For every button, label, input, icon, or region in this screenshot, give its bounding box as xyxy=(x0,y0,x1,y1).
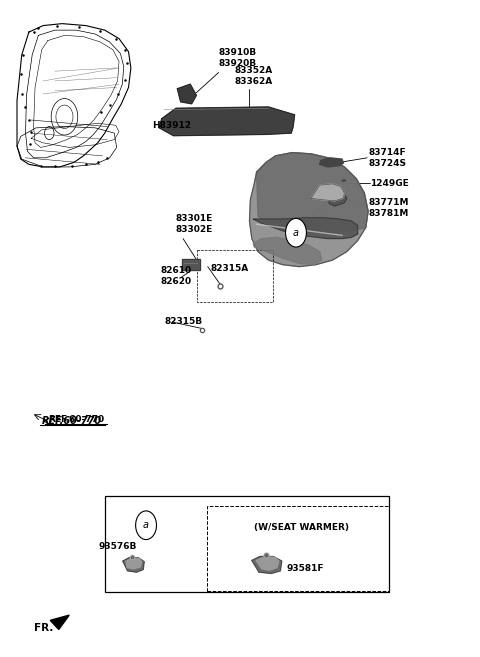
Bar xyxy=(207,507,388,591)
Polygon shape xyxy=(253,237,322,265)
Polygon shape xyxy=(250,152,368,267)
Text: 82315A: 82315A xyxy=(211,264,249,273)
Text: REF.60-770: REF.60-770 xyxy=(48,415,104,424)
Polygon shape xyxy=(320,158,343,167)
Polygon shape xyxy=(252,556,282,574)
Circle shape xyxy=(286,218,306,247)
Text: a: a xyxy=(143,520,149,530)
Text: a: a xyxy=(293,228,299,238)
Text: 82315B: 82315B xyxy=(164,317,202,327)
Polygon shape xyxy=(253,217,358,238)
Text: 93576B: 93576B xyxy=(99,542,137,551)
Text: 83910B
83920B: 83910B 83920B xyxy=(219,48,257,68)
Bar xyxy=(105,496,389,593)
Polygon shape xyxy=(50,615,69,629)
Polygon shape xyxy=(311,184,344,201)
Polygon shape xyxy=(329,195,347,206)
Text: 93581F: 93581F xyxy=(287,564,324,573)
Text: 83301E
83302E: 83301E 83302E xyxy=(176,214,213,234)
Text: FR.: FR. xyxy=(34,623,53,633)
Polygon shape xyxy=(123,558,144,572)
Text: (W/SEAT WARMER): (W/SEAT WARMER) xyxy=(254,523,349,532)
Text: 83714F
83724S: 83714F 83724S xyxy=(368,148,406,168)
Text: 82610
82620: 82610 82620 xyxy=(160,266,192,286)
Text: 83771M
83781M: 83771M 83781M xyxy=(368,198,408,218)
Polygon shape xyxy=(257,152,368,233)
Text: REF.60-770: REF.60-770 xyxy=(41,416,102,426)
Text: 83352A
83362A: 83352A 83362A xyxy=(234,66,273,86)
Polygon shape xyxy=(182,259,200,270)
Polygon shape xyxy=(256,557,279,570)
Polygon shape xyxy=(126,558,142,569)
Polygon shape xyxy=(178,84,196,104)
Text: 1249GE: 1249GE xyxy=(371,179,409,189)
Polygon shape xyxy=(159,107,295,136)
Text: H83912: H83912 xyxy=(152,121,191,129)
Circle shape xyxy=(136,511,156,539)
